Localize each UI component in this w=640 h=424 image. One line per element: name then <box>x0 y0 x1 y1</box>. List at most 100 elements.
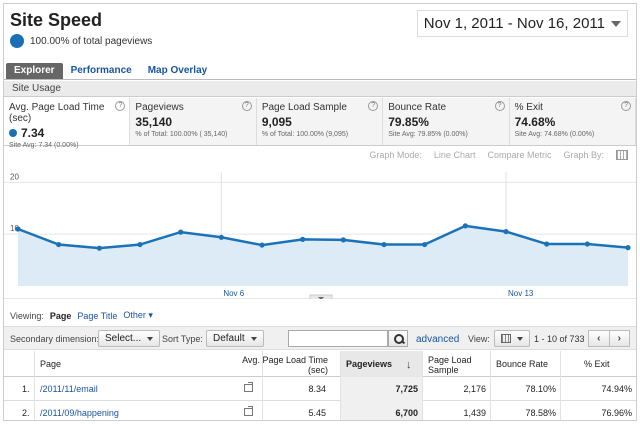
dimension-other-text: Other <box>123 310 146 320</box>
series-area <box>18 225 628 286</box>
help-icon[interactable]: ? <box>621 101 632 111</box>
metric-bounce-rate[interactable]: Bounce Rate 79.85% Site Avg: 79.85% (0.0… <box>383 98 510 145</box>
sort-type-select[interactable]: Default <box>206 330 264 347</box>
secondary-dimension-label: Secondary dimension: <box>10 334 100 344</box>
help-icon[interactable]: ? <box>241 101 252 111</box>
cell-pageviews: 6,700 <box>395 408 418 418</box>
metric-value: 79.85% <box>388 115 429 129</box>
data-point <box>218 234 224 240</box>
column-divider <box>340 351 341 420</box>
graph-by-icon[interactable] <box>616 150 628 160</box>
table-row: 2. /2011/09/happening 5.45 6,700 1,439 7… <box>4 401 636 420</box>
table-view-icon <box>501 334 511 343</box>
cell-pageviews: 7,725 <box>395 384 418 394</box>
cell-page-load-sample: 1,439 <box>463 408 486 418</box>
cell-load-time: 8.34 <box>308 384 326 394</box>
tab-map-overlay[interactable]: Map Overlay <box>147 65 208 76</box>
data-point <box>300 236 306 242</box>
primary-dimension: Viewing: Page Page Title Other ▾ <box>10 310 153 321</box>
metric-label: Pageviews <box>135 102 184 113</box>
secondary-dimension-value: Select... <box>105 333 142 344</box>
data-point <box>462 223 468 229</box>
metric-value: 7.34 <box>9 126 124 140</box>
y-tick-label: 10 <box>10 224 19 233</box>
report-frame: Site Speed 100.00% of total pageviews No… <box>3 3 637 421</box>
help-icon[interactable]: ? <box>368 101 379 111</box>
search-input[interactable] <box>288 330 388 347</box>
metric-exit[interactable]: % Exit 74.68% Site Avg: 74.68% (0.00%) ? <box>510 98 636 145</box>
metric-label: Page Load Sample <box>261 102 347 113</box>
col-pageviews[interactable]: Pageviews <box>346 359 393 369</box>
dimension-page[interactable]: Page <box>49 310 72 321</box>
metric-sub: Site Avg: 7.34 (0.00%) <box>9 142 79 149</box>
tab-explorer[interactable]: Explorer <box>6 63 63 79</box>
chevron-down-icon <box>147 336 154 341</box>
data-point <box>422 241 428 248</box>
sorted-cell-bg <box>340 401 422 420</box>
segment-summary: 100.00% of total pageviews <box>10 34 152 48</box>
pagination: ‹ › <box>588 330 630 347</box>
metric-value: 9,095 <box>261 115 292 129</box>
view-label: View: <box>468 334 490 344</box>
page-title: Site Speed <box>10 10 103 30</box>
search-icon[interactable] <box>388 330 408 347</box>
data-point <box>340 237 346 243</box>
col-page[interactable]: Page <box>40 359 62 369</box>
graph-mode-toggle[interactable]: Line Chart <box>433 150 476 160</box>
data-point <box>96 245 102 251</box>
external-link-icon[interactable] <box>244 406 253 416</box>
segment-summary-text: 100.00% of total pageviews <box>30 35 153 47</box>
metric-page-load-sample[interactable]: Page Load Sample 9,095 % of Total: 100.0… <box>257 98 384 145</box>
external-link-icon[interactable] <box>244 382 253 392</box>
metric-scorecards: Avg. Page Load Time (sec) 7.34 Site Avg:… <box>4 98 636 149</box>
series-dot-icon <box>9 129 17 137</box>
col-load-time[interactable]: Avg. Page Load Time (sec) <box>242 355 328 375</box>
advanced-filter-link[interactable]: advanced <box>416 334 460 345</box>
chevron-down-icon <box>611 20 621 27</box>
row-page-link[interactable]: /2011/11/email <box>40 384 98 394</box>
data-point <box>137 241 143 248</box>
row-page-link[interactable]: /2011/09/happening <box>40 408 119 418</box>
sorted-column-bg <box>340 351 422 377</box>
col-bounce-rate[interactable]: Bounce Rate <box>496 359 549 369</box>
cell-bounce-rate: 78.10% <box>525 384 556 394</box>
prev-page-button[interactable]: ‹ <box>589 331 610 346</box>
data-point <box>56 241 62 248</box>
cell-exit: 74.94% <box>601 384 632 394</box>
dimension-other[interactable]: Other ▾ <box>123 310 153 320</box>
col-exit[interactable]: % Exit <box>584 359 610 369</box>
chevron-down-icon <box>318 297 324 299</box>
help-icon[interactable]: ? <box>115 101 126 111</box>
sort-type-value: Default <box>213 333 245 344</box>
report-tabs: Explorer Performance Map Overlay <box>4 63 636 80</box>
dimension-page-title[interactable]: Page Title <box>77 310 118 321</box>
metric-label: Avg. Page Load Time (sec) <box>9 102 105 124</box>
graph-by-label: Graph By: <box>563 150 604 160</box>
data-point <box>381 241 387 248</box>
metric-sub: % of Total: 100.00% ( 35,140) <box>135 131 228 138</box>
data-point <box>625 245 631 251</box>
view-select[interactable] <box>494 330 530 347</box>
compare-metric-link[interactable]: Compare Metric <box>487 150 552 160</box>
next-page-button[interactable]: › <box>617 333 621 344</box>
date-range-picker[interactable]: Nov 1, 2011 - Nov 16, 2011 <box>416 10 628 37</box>
date-range-text: Nov 1, 2011 - Nov 16, 2011 <box>423 15 605 32</box>
subnav-site-usage[interactable]: Site Usage <box>12 83 61 94</box>
metric-value-text: 7.34 <box>21 126 45 140</box>
help-icon[interactable]: ? <box>494 101 505 111</box>
metric-pageviews[interactable]: Pageviews 35,140 % of Total: 100.00% ( 3… <box>130 98 257 145</box>
chevron-down-icon <box>250 336 257 341</box>
column-divider <box>422 351 423 420</box>
cell-exit: 76.96% <box>601 408 632 418</box>
column-divider <box>262 351 263 420</box>
cell-bounce-rate: 78.58% <box>525 408 556 418</box>
secondary-dimension-select[interactable]: Select... <box>98 330 161 347</box>
column-divider <box>34 351 35 420</box>
subnav-bar: Site Usage <box>4 81 636 97</box>
tab-performance[interactable]: Performance <box>70 65 132 76</box>
sort-type-label: Sort Type: <box>162 334 203 344</box>
col-page-load-sample[interactable]: Page Load Sample <box>428 355 472 375</box>
metric-value: 35,140 <box>135 115 173 129</box>
metric-avg-load-time[interactable]: Avg. Page Load Time (sec) 7.34 Site Avg:… <box>4 98 131 149</box>
data-point <box>544 241 550 247</box>
